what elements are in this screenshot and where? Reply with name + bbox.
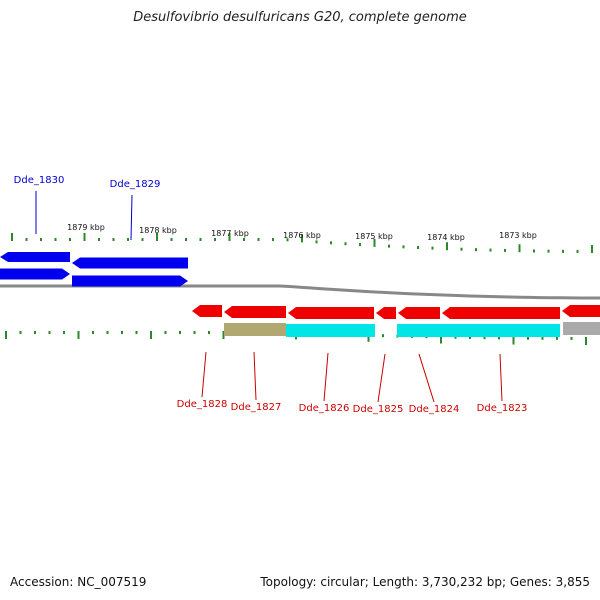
- gene-label: Dde_1829: [110, 179, 161, 190]
- kbp-label: 1875 kbp: [355, 232, 393, 241]
- feature-block-cyan: [286, 324, 375, 337]
- gene-label: Dde_1828: [177, 399, 228, 410]
- gene-leader-line: [130, 194, 133, 241]
- kbp-label: 1873 kbp: [499, 231, 537, 240]
- forward-gene-block: [72, 257, 188, 269]
- gene-leader-line: [323, 352, 329, 402]
- reverse-gene-arrow: [398, 307, 440, 319]
- accession-label: Accession: NC_007519: [10, 575, 147, 589]
- feature-block-cyan: [397, 324, 560, 337]
- kbp-label: 1874 kbp: [427, 233, 465, 242]
- genome-stats-label: Topology: circular; Length: 3,730,232 bp…: [260, 575, 590, 589]
- kbp-label: 1879 kbp: [67, 223, 105, 232]
- reverse-gene-arrow: [288, 307, 374, 319]
- gene-label: Dde_1826: [299, 403, 350, 414]
- gene-leader-line: [418, 353, 435, 403]
- reverse-gene-arrow: [192, 305, 222, 317]
- gene-leader-line: [377, 353, 386, 403]
- kbp-label: 1876 kbp: [283, 231, 321, 240]
- feature-block-olive: [224, 323, 286, 336]
- forward-gene-arrow: [0, 268, 70, 280]
- reverse-gene-arrow: [376, 307, 396, 319]
- reverse-gene-arrow: [562, 305, 600, 317]
- genome-title: Desulfovibrio desulfuricans G20, complet…: [133, 10, 467, 25]
- genome-backbone: [0, 284, 600, 300]
- gene-label: Dde_1824: [409, 404, 460, 415]
- forward-gene-block: [0, 252, 70, 262]
- gene-label: Dde_1823: [477, 403, 528, 414]
- reverse-gene-arrow: [224, 306, 286, 318]
- gene-leader-line: [253, 351, 257, 401]
- gene-leader-line: [201, 351, 207, 398]
- reverse-gene-arrow: [442, 307, 560, 319]
- gene-label: Dde_1830: [14, 175, 65, 186]
- kbp-label: 1878 kbp: [139, 226, 177, 235]
- gene-label: Dde_1825: [353, 404, 404, 415]
- forward-gene-arrow: [72, 275, 188, 287]
- feature-block-grey: [563, 322, 600, 335]
- gene-label: Dde_1827: [231, 402, 282, 413]
- kbp-label: 1877 kbp: [211, 229, 249, 238]
- gene-leader-line: [499, 353, 503, 402]
